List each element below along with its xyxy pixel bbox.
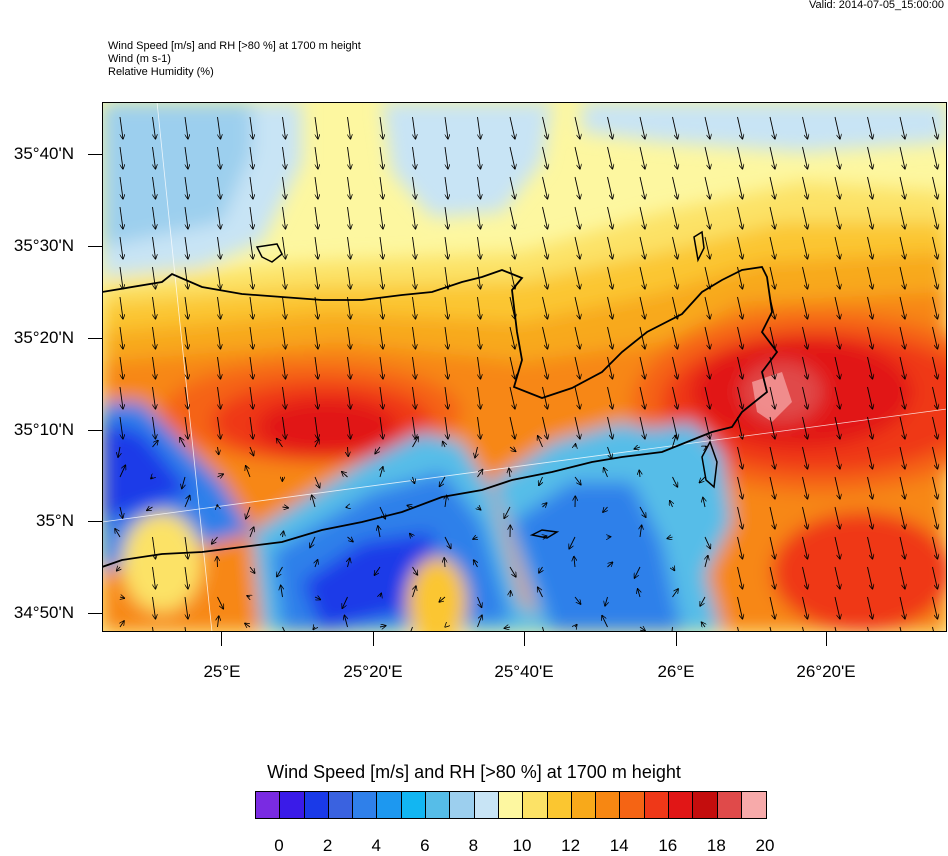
colorbar-swatch [329, 792, 353, 818]
lat-tick [88, 521, 102, 522]
colorbar-swatch [596, 792, 620, 818]
map-panel [102, 102, 947, 632]
colorbar-swatch [718, 792, 742, 818]
lat-label-34-50: 34°50'N [0, 603, 74, 623]
lat-label-35-20: 35°20'N [0, 328, 74, 348]
lat-tick [88, 613, 102, 614]
colorbar-swatch [353, 792, 377, 818]
lon-tick [826, 632, 827, 646]
lon-tick [524, 632, 525, 646]
colorbar-swatch [475, 792, 499, 818]
colorbar-label: 10 [513, 836, 532, 856]
lon-label-26-20e: 26°20'E [796, 662, 855, 682]
colorbar-swatch [305, 792, 329, 818]
colorbar-label: 4 [371, 836, 380, 856]
wind-rh-map [102, 102, 947, 632]
colorbar-swatch [377, 792, 401, 818]
colorbar-label: 2 [323, 836, 332, 856]
lat-tick [88, 430, 102, 431]
colorbar-swatch [499, 792, 523, 818]
colorbar-label: 16 [658, 836, 677, 856]
lat-tick [88, 246, 102, 247]
wind-arrow [575, 444, 576, 447]
lat-label-35-40: 35°40'N [0, 144, 74, 164]
colorbar-label: 6 [420, 836, 429, 856]
colorbar-swatch [402, 792, 426, 818]
header-wind: Wind (m s-1) [108, 53, 361, 66]
colorbar-swatch [742, 792, 766, 818]
colorbar-swatch [450, 792, 474, 818]
colorbar [255, 791, 767, 819]
colorbar-swatch [426, 792, 450, 818]
colorbar-label: 18 [707, 836, 726, 856]
header-rh: Relative Humidity (%) [108, 66, 361, 79]
lat-label-35-00: 35°N [0, 511, 74, 531]
colorbar-swatch [523, 792, 547, 818]
lon-label-26e: 26°E [657, 662, 694, 682]
lon-tick [676, 632, 677, 646]
colorbar-label: 12 [561, 836, 580, 856]
colorbar-swatch [256, 792, 280, 818]
lat-label-35-10: 35°10'N [0, 420, 74, 440]
colorbar-swatch [669, 792, 693, 818]
lat-tick [88, 154, 102, 155]
colorbar-swatch [280, 792, 304, 818]
colorbar-swatch [548, 792, 572, 818]
colorbar-label: 20 [756, 836, 775, 856]
header-title: Wind Speed [m/s] and RH [>80 %] at 1700 … [108, 40, 361, 53]
plot-header: Wind Speed [m/s] and RH [>80 %] at 1700 … [108, 40, 361, 79]
colorbar-label: 0 [274, 836, 283, 856]
valid-time: Valid: 2014-07-05_15:00:00 [809, 0, 944, 11]
lat-tick [88, 338, 102, 339]
colorbar-swatch [620, 792, 644, 818]
lat-label-35-30: 35°30'N [0, 236, 74, 256]
colorbar-swatch [645, 792, 669, 818]
colorbar-label: 8 [469, 836, 478, 856]
wind-arrow [510, 591, 511, 597]
lon-tick [221, 632, 222, 646]
lon-label-25e: 25°E [203, 662, 240, 682]
lon-label-25-40e: 25°40'E [494, 662, 553, 682]
colorbar-swatch [693, 792, 717, 818]
lon-tick [373, 632, 374, 646]
colorbar-title: Wind Speed [m/s] and RH [>80 %] at 1700 … [0, 762, 948, 783]
colorbar-label: 14 [610, 836, 629, 856]
colorbar-swatch [572, 792, 596, 818]
lon-label-25-20e: 25°20'E [343, 662, 402, 682]
